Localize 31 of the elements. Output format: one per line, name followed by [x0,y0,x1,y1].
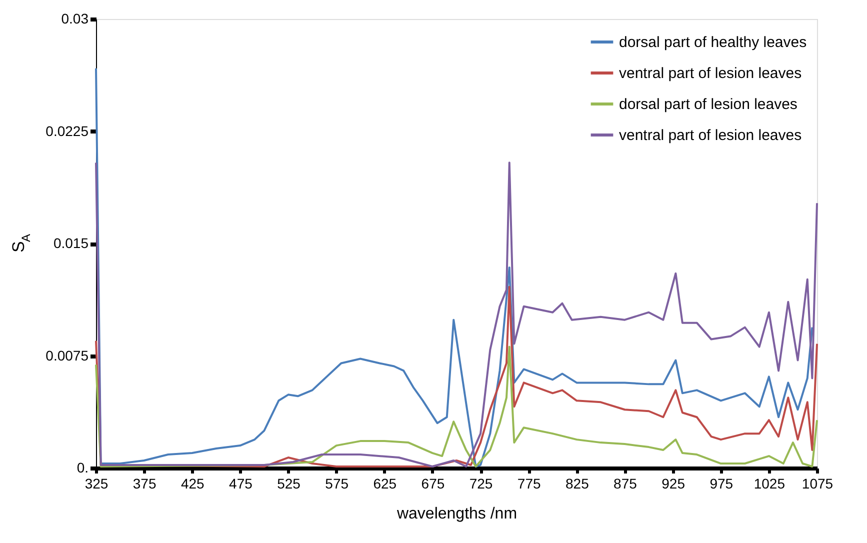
x-tick-label: 825 [565,476,590,492]
x-tick-label: 975 [710,476,734,492]
legend-label: ventral part of lesion leaves [619,65,802,82]
x-tick-label: 475 [229,476,253,492]
x-tick-label: 625 [373,476,397,492]
x-axis-title: wavelengths /nm [396,506,518,522]
x-tick-label: 575 [325,476,349,492]
x-tick-label: 525 [277,476,301,492]
y-tick-label: 0.015 [53,235,89,251]
x-tick-label: 325 [84,476,108,492]
x-tick-label: 375 [132,476,156,492]
x-tick-label: 925 [662,476,686,492]
y-tick-label: 0. [76,460,88,476]
line-series [95,286,818,468]
legend-label: dorsal part of healthy leaves [619,34,807,51]
x-tick-label: 425 [180,476,205,492]
x-tick-label: 1075 [802,476,834,492]
y-tick-label: 0.03 [61,10,89,26]
legend-label: dorsal part of lesion leaves [619,96,798,113]
legend-label: ventral part of lesion leaves [619,127,802,144]
line-series [95,67,814,468]
y-tick-label: 0.0225 [46,122,89,139]
x-tick-label: 775 [517,476,541,492]
x-tick-label: 1025 [754,476,786,492]
x-tick-label: 875 [614,476,638,492]
line-series [95,162,818,468]
x-tick-label: 725 [469,476,493,492]
line-series [95,346,818,468]
x-tick-label: 675 [421,476,445,492]
y-tick-label: 0.0075 [46,347,89,364]
y-axis-title: SA [9,234,33,252]
